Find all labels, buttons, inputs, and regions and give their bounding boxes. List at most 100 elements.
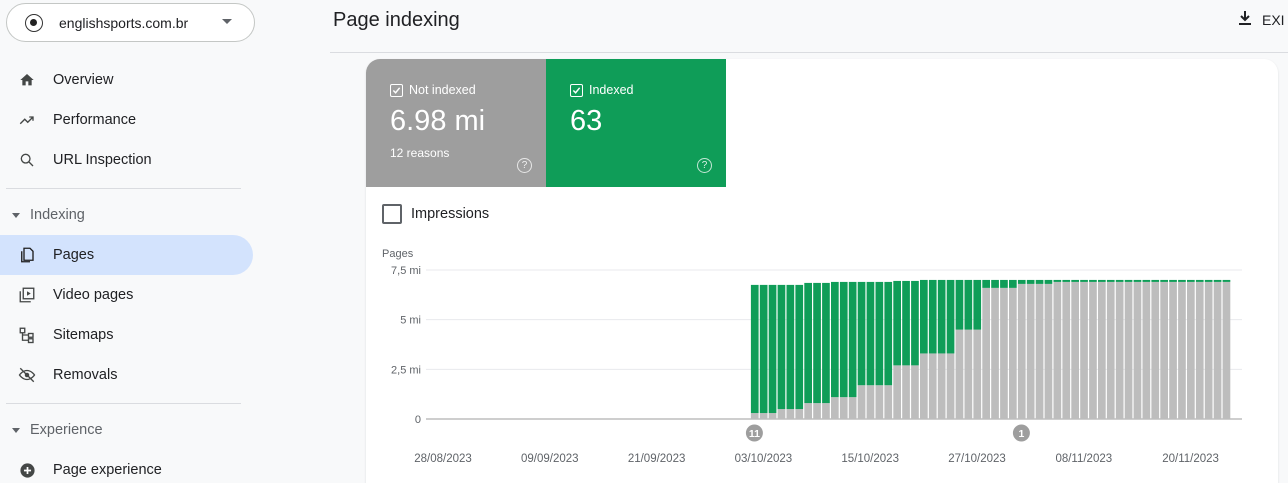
help-icon[interactable]: ? (697, 158, 712, 173)
bar-indexed (768, 284, 777, 414)
metric-label: Not indexed (409, 83, 476, 97)
bar-indexed (946, 279, 955, 354)
y-tick-label: 5 mi (400, 315, 421, 327)
sidebar-divider (6, 188, 241, 189)
dropdown-arrow-icon (222, 19, 232, 24)
section-indexing[interactable]: Indexing (0, 200, 253, 230)
bar-not-indexed (893, 365, 901, 419)
bar-not-indexed (1044, 283, 1053, 419)
x-tick-label: 27/10/2023 (948, 453, 1006, 465)
bar-indexed (928, 279, 937, 354)
bar-indexed (884, 281, 893, 386)
bar-indexed (893, 280, 901, 366)
bar-indexed (1187, 279, 1195, 282)
bar-not-indexed (1124, 281, 1133, 419)
sidebar-item-page-experience[interactable]: Page experience (0, 450, 253, 483)
bar-not-indexed (1026, 283, 1035, 419)
bar-indexed (1142, 279, 1151, 282)
bar-indexed (955, 279, 964, 330)
bar-not-indexed (1106, 281, 1115, 419)
annotation-marker (1012, 424, 1030, 442)
property-selector[interactable]: englishsports.com.br (6, 3, 255, 42)
section-experience[interactable]: Experience (0, 415, 253, 445)
sidebar-item-pages[interactable]: Pages (0, 235, 253, 275)
sidebar-item-label: Pages (53, 247, 95, 263)
bar-indexed (759, 284, 768, 414)
bar-indexed (1151, 279, 1160, 282)
metric-label: Indexed (589, 83, 634, 97)
bar-not-indexed (1115, 281, 1124, 419)
sidebar-item-performance[interactable]: Performance (0, 100, 253, 140)
bar-indexed (1089, 279, 1097, 282)
bar-indexed (866, 281, 875, 386)
y-tick-label: 0 (415, 414, 421, 426)
sidebar-item-label: Performance (53, 112, 137, 128)
sidebar-item-label: Page experience (53, 462, 162, 478)
bar-indexed (839, 281, 848, 398)
help-icon[interactable]: ? (517, 158, 532, 173)
bar-not-indexed (884, 385, 893, 419)
x-tick-label: 03/10/2023 (735, 453, 793, 465)
bar-not-indexed (848, 397, 857, 419)
bar-not-indexed (1151, 281, 1160, 419)
bar-indexed (813, 282, 821, 404)
bar-not-indexed (1222, 281, 1231, 419)
bar-indexed (1124, 279, 1133, 282)
bar-not-indexed (1071, 281, 1079, 419)
bar-indexed (1017, 279, 1026, 284)
sidebar-item-video-pages[interactable]: Video pages (0, 275, 253, 315)
bar-not-indexed (1133, 281, 1142, 419)
property-name: englishsports.com.br (59, 14, 189, 31)
section-label: Experience (30, 422, 103, 438)
x-tick-label: 08/11/2023 (1055, 453, 1112, 465)
x-tick-label: 15/10/2023 (841, 453, 899, 465)
metric-value: 63 (570, 105, 603, 137)
bar-not-indexed (750, 413, 759, 419)
indexing-chart: Pages 0 2,5 mi 5 mi 7,5 mi 28/08/2023 09/09/20… (382, 248, 1242, 465)
eye-off-icon (18, 366, 36, 384)
bar-not-indexed (928, 353, 937, 419)
bar-indexed (1169, 279, 1177, 282)
bar-not-indexed (902, 365, 910, 419)
bar-indexed (1222, 279, 1231, 282)
sidebar-item-url-inspection[interactable]: URL Inspection (0, 140, 253, 180)
metric-subtext: 12 reasons (390, 146, 450, 160)
bar-not-indexed (768, 413, 777, 419)
bar-not-indexed (804, 403, 812, 419)
home-icon (18, 71, 36, 89)
bar-indexed (750, 284, 759, 414)
metric-not-indexed[interactable]: Not indexed 6.98 mi 12 reasons ? (366, 59, 546, 187)
bar-indexed (786, 284, 795, 410)
bar-indexed (1178, 279, 1186, 282)
export-label: EXI (1262, 11, 1285, 28)
bar-not-indexed (866, 385, 875, 419)
sidebar-item-sitemaps[interactable]: Sitemaps (0, 315, 253, 355)
sidebar-item-label: Sitemaps (53, 327, 114, 343)
checkbox-checked-icon[interactable] (390, 83, 403, 97)
bar-not-indexed (1178, 281, 1186, 419)
bar-indexed (822, 282, 830, 404)
bar-indexed (1213, 279, 1222, 282)
bar-indexed (1204, 279, 1213, 282)
sidebar-item-label: Overview (53, 72, 114, 88)
metric-indexed[interactable]: Indexed 63 ? (546, 59, 726, 187)
annotation-label: 1 (1018, 428, 1024, 440)
bar-indexed (1044, 279, 1053, 284)
y-axis-title: Pages (382, 248, 414, 260)
bar-not-indexed (1080, 281, 1088, 419)
section-label: Indexing (30, 207, 85, 223)
bar-not-indexed (1035, 283, 1044, 419)
bar-indexed (1080, 279, 1088, 282)
bar-indexed (1160, 279, 1168, 282)
bar-indexed (804, 282, 812, 404)
export-button[interactable]: EXI (1238, 10, 1285, 29)
sidebar-item-overview[interactable]: Overview (0, 60, 253, 100)
bar-indexed (1062, 279, 1071, 282)
checkbox-unchecked-icon[interactable] (382, 204, 402, 224)
impressions-toggle[interactable]: Impressions (382, 204, 489, 224)
sitemap-icon (18, 326, 36, 344)
bar-indexed (1000, 279, 1008, 288)
checkbox-checked-icon[interactable] (570, 83, 583, 97)
sidebar-item-removals[interactable]: Removals (0, 355, 253, 395)
